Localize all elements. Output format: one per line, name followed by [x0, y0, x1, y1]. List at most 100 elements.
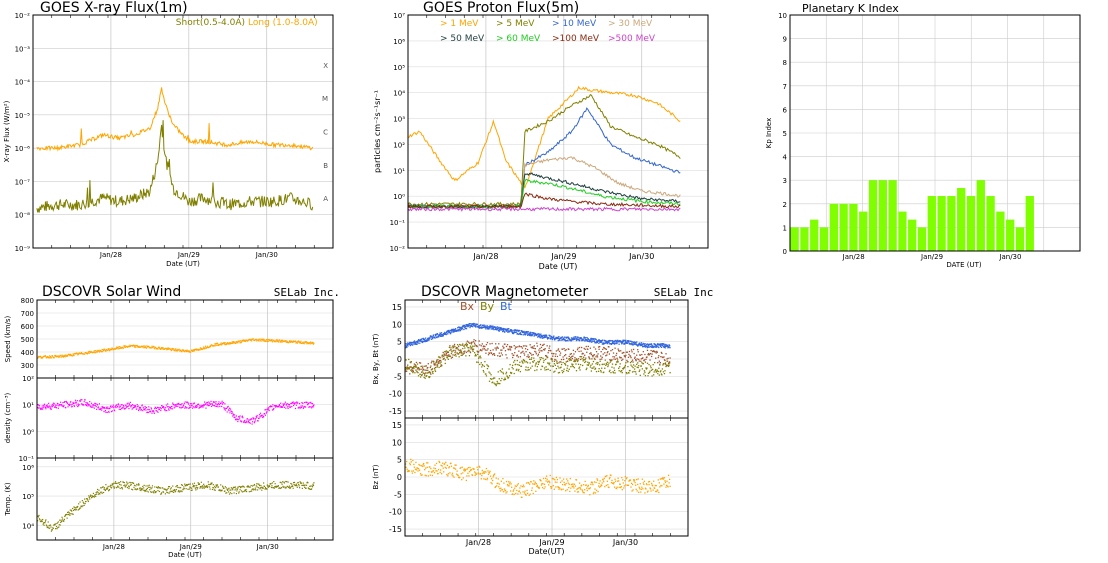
data-point	[439, 359, 442, 362]
data-point	[206, 404, 208, 406]
data-point	[660, 370, 662, 372]
data-point	[597, 346, 600, 348]
data-point	[497, 482, 499, 485]
data-point	[526, 369, 528, 371]
data-point	[297, 402, 299, 404]
data-point	[617, 477, 619, 479]
data-point	[407, 342, 409, 344]
data-point	[181, 484, 184, 486]
data-point	[163, 348, 166, 350]
data-point	[483, 472, 486, 474]
data-point	[555, 476, 558, 479]
data-point	[57, 521, 59, 523]
data-point	[174, 348, 177, 350]
data-point	[450, 357, 453, 359]
data-point	[416, 340, 418, 343]
data-point	[150, 491, 153, 493]
data-point	[241, 416, 243, 418]
data-point	[201, 485, 203, 487]
data-point	[549, 345, 551, 347]
data-point	[216, 344, 218, 347]
data-point	[528, 494, 530, 497]
data-point	[72, 401, 74, 404]
data-point	[430, 362, 433, 364]
data-point	[179, 490, 181, 492]
data-point	[655, 352, 657, 354]
data-point	[657, 362, 659, 364]
data-point	[662, 478, 665, 480]
data-point	[133, 346, 136, 348]
data-point	[659, 478, 661, 480]
data-point	[472, 341, 475, 343]
data-point	[138, 406, 141, 408]
data-point	[616, 342, 618, 344]
data-point	[232, 341, 234, 344]
data-point	[657, 489, 659, 491]
data-point	[656, 351, 658, 353]
data-point	[568, 358, 570, 360]
data-point	[239, 418, 241, 420]
x-tick-label: Jan/28	[99, 251, 122, 259]
data-point	[202, 486, 204, 488]
data-point	[486, 478, 488, 481]
data-point	[186, 484, 189, 486]
data-point	[516, 368, 518, 371]
data-point	[443, 471, 445, 473]
data-point	[211, 403, 214, 405]
data-point	[106, 407, 108, 410]
data-point	[627, 341, 630, 343]
data-point	[494, 328, 497, 330]
data-point	[453, 349, 455, 351]
data-point	[510, 346, 513, 348]
data-point	[161, 346, 163, 349]
data-point	[519, 487, 521, 489]
data-point	[518, 333, 520, 336]
data-point	[271, 406, 273, 408]
y-tick-label: 700	[21, 310, 34, 318]
data-point	[64, 356, 66, 358]
data-point	[434, 464, 436, 466]
data-point	[658, 346, 660, 349]
data-point	[594, 342, 596, 344]
data-point	[584, 361, 586, 364]
data-point	[667, 362, 670, 365]
data-point	[51, 529, 53, 531]
data-point	[486, 364, 488, 366]
data-point	[439, 333, 441, 335]
data-point	[110, 410, 113, 413]
data-point	[487, 473, 490, 475]
data-point	[52, 403, 54, 405]
data-point	[255, 338, 257, 340]
data-point	[269, 340, 272, 342]
data-point	[244, 489, 246, 491]
data-point	[603, 477, 605, 480]
data-point	[522, 362, 524, 364]
data-point	[609, 369, 611, 371]
data-point	[144, 490, 146, 493]
data-point	[145, 485, 147, 487]
data-point	[585, 360, 587, 363]
data-point	[554, 358, 556, 361]
data-point	[583, 492, 585, 494]
data-point	[485, 375, 488, 377]
data-point	[491, 325, 493, 327]
data-point	[594, 340, 596, 343]
data-point	[467, 341, 470, 343]
y-axis-label: X-ray Flux (W/m²)	[3, 100, 11, 162]
data-point	[193, 349, 195, 351]
data-point	[626, 372, 628, 375]
data-point	[188, 488, 190, 490]
data-point	[667, 365, 670, 367]
data-point	[445, 354, 447, 356]
data-point	[423, 462, 425, 465]
data-point	[445, 350, 447, 352]
data-point	[452, 329, 454, 331]
data-point	[510, 483, 512, 485]
data-point	[495, 349, 497, 351]
data-point	[436, 366, 438, 368]
data-point	[515, 346, 517, 348]
data-point	[600, 355, 602, 357]
data-point	[465, 326, 467, 328]
data-point	[622, 482, 624, 484]
data-point	[528, 333, 530, 335]
